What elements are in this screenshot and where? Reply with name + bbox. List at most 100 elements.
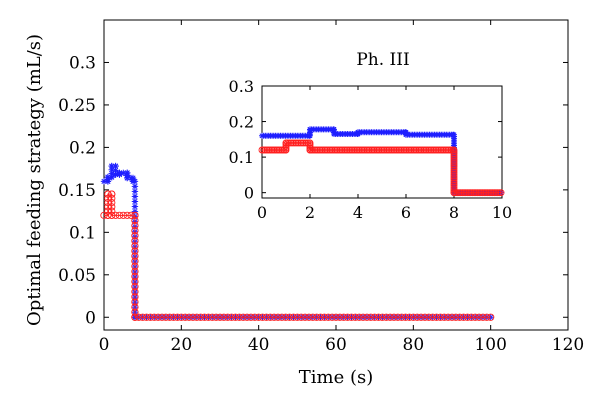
main-series-point-circle bbox=[162, 313, 170, 321]
main-series-point-circle bbox=[313, 313, 321, 321]
main-series-point-circle bbox=[475, 313, 483, 321]
main-series-point-circle bbox=[123, 211, 131, 219]
main-series-point-circle bbox=[115, 211, 124, 219]
main-series-point-circle bbox=[181, 313, 189, 321]
main-series-point-circle bbox=[421, 313, 429, 321]
inset-y-tick-label: 0 bbox=[244, 184, 254, 203]
main-series-point-asterisk bbox=[131, 178, 139, 185]
main-y-tick-label: 0 bbox=[85, 308, 96, 328]
main-series-point-circle bbox=[131, 221, 139, 230]
main-y-tick-label: 0.3 bbox=[69, 53, 96, 73]
main-x-tick-label: 40 bbox=[248, 335, 270, 355]
main-series-point-circle bbox=[193, 313, 201, 321]
main-series-point-circle bbox=[440, 313, 448, 321]
main-series-point-circle bbox=[483, 313, 491, 321]
main-series-point-circle bbox=[355, 313, 363, 321]
main-series-point-circle bbox=[394, 313, 402, 321]
main-series-point-circle bbox=[266, 313, 274, 321]
main-y-tick-label: 0.25 bbox=[58, 96, 96, 116]
main-series-point-circle bbox=[398, 313, 406, 321]
main-series-point-circle bbox=[135, 313, 143, 321]
main-series-point-circle bbox=[320, 313, 329, 321]
main-series-point-asterisk bbox=[131, 188, 139, 195]
main-series-group bbox=[100, 162, 495, 321]
main-x-tick-label: 0 bbox=[99, 335, 110, 355]
main-series-point-circle bbox=[108, 198, 116, 207]
main-series-point-circle bbox=[436, 313, 445, 321]
main-series-point-circle bbox=[185, 313, 193, 321]
main-series-point-circle bbox=[131, 232, 139, 240]
main-x-axis-label: Time (s) bbox=[299, 367, 374, 388]
main-series-point-circle bbox=[340, 313, 348, 321]
main-series-point-circle bbox=[131, 257, 139, 265]
main-series-point-circle bbox=[131, 262, 139, 270]
main-series-point-circle bbox=[227, 313, 236, 321]
main-series-point-circle bbox=[231, 313, 240, 321]
inset-x-tick-label: 4 bbox=[353, 203, 363, 222]
main-series-point-circle bbox=[432, 313, 441, 321]
main-x-tick-label: 80 bbox=[403, 335, 425, 355]
main-series-point-circle bbox=[200, 313, 209, 321]
main-series-point-circle bbox=[131, 216, 139, 225]
inset-y-tick-label: 0.1 bbox=[229, 148, 254, 167]
main-series-point-circle bbox=[289, 313, 298, 321]
main-series-point-circle bbox=[324, 313, 332, 321]
main-y-tick-label: 0.1 bbox=[69, 223, 96, 243]
inset-x-tick-label: 8 bbox=[449, 203, 459, 222]
main-series-point-circle bbox=[371, 313, 379, 321]
main-y-axis-label: Optimal feeding strategy (mL/s) bbox=[24, 34, 45, 326]
main-series-point-circle bbox=[332, 313, 340, 321]
main-series-point-asterisk bbox=[120, 169, 127, 177]
main-series-point-circle bbox=[197, 313, 205, 321]
main-series-point-circle bbox=[104, 203, 112, 211]
main-series-point-circle bbox=[401, 313, 410, 321]
inset-axes: 0 2 4 6 8 10 0 0.1 0.2 0.3 Ph. III bbox=[229, 50, 513, 222]
inset-series-point-circle bbox=[282, 146, 290, 154]
main-series-point-asterisk bbox=[487, 314, 494, 321]
main-series-point-circle bbox=[258, 313, 267, 321]
inset-series-point-circle bbox=[497, 189, 505, 197]
main-series-point-circle bbox=[131, 237, 139, 245]
main-series-point-circle bbox=[131, 247, 139, 255]
main-series-point-circle bbox=[351, 313, 359, 321]
main-series-point-circle bbox=[359, 313, 367, 321]
main-series-point-circle bbox=[278, 313, 286, 321]
main-series-point-circle bbox=[216, 313, 224, 321]
main-series-point-circle bbox=[456, 313, 464, 321]
main-series-point-circle bbox=[150, 313, 158, 321]
main-series-point-circle bbox=[386, 313, 394, 321]
inset-x-tick-label: 10 bbox=[492, 203, 512, 222]
main-series-point-circle bbox=[131, 211, 139, 219]
main-series-point-circle bbox=[158, 313, 166, 321]
main-series-point-circle bbox=[131, 242, 139, 250]
main-series-point-circle bbox=[104, 207, 112, 215]
main-series-point-asterisk bbox=[116, 169, 123, 177]
main-series-point-circle bbox=[131, 283, 139, 291]
main-series-point-circle bbox=[131, 288, 139, 296]
main-series-point-circle bbox=[131, 308, 139, 316]
main-series-point-circle bbox=[142, 313, 151, 321]
inset-series-group bbox=[258, 126, 505, 197]
main-series-point-circle bbox=[452, 313, 460, 321]
main-series-point-circle bbox=[208, 313, 216, 321]
main-series-point-circle bbox=[378, 313, 387, 321]
main-series-point-circle bbox=[243, 313, 251, 321]
main-series-point-circle bbox=[390, 313, 398, 321]
main-series-point-circle bbox=[239, 313, 247, 321]
main-series-point-circle bbox=[189, 313, 197, 321]
main-series-point-circle bbox=[305, 313, 313, 321]
main-series-point-circle bbox=[104, 190, 112, 198]
main-series-point-circle bbox=[224, 313, 232, 321]
main-series-point-circle bbox=[467, 313, 475, 321]
main-series-point-circle bbox=[425, 313, 433, 321]
main-series-point-circle bbox=[104, 194, 112, 203]
main-series-point-circle bbox=[154, 313, 162, 321]
main-series-point-circle bbox=[131, 267, 139, 276]
inset-y-tick-label: 0.3 bbox=[229, 77, 254, 96]
main-series-point-circle bbox=[127, 211, 135, 219]
main-x-tick-label: 100 bbox=[474, 335, 506, 355]
main-series-point-circle bbox=[363, 313, 371, 321]
main-series-point-circle bbox=[204, 313, 213, 321]
main-y-tick-label: 0.15 bbox=[58, 181, 96, 201]
